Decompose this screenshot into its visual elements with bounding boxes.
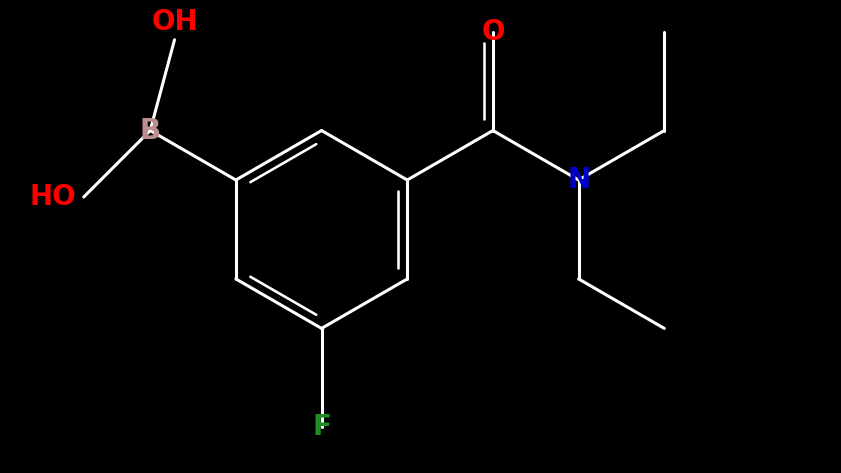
Text: HO: HO — [29, 183, 77, 211]
Text: O: O — [481, 18, 505, 45]
Text: OH: OH — [151, 8, 198, 36]
Text: N: N — [567, 166, 590, 194]
Text: B: B — [140, 116, 161, 145]
Text: F: F — [312, 413, 331, 441]
